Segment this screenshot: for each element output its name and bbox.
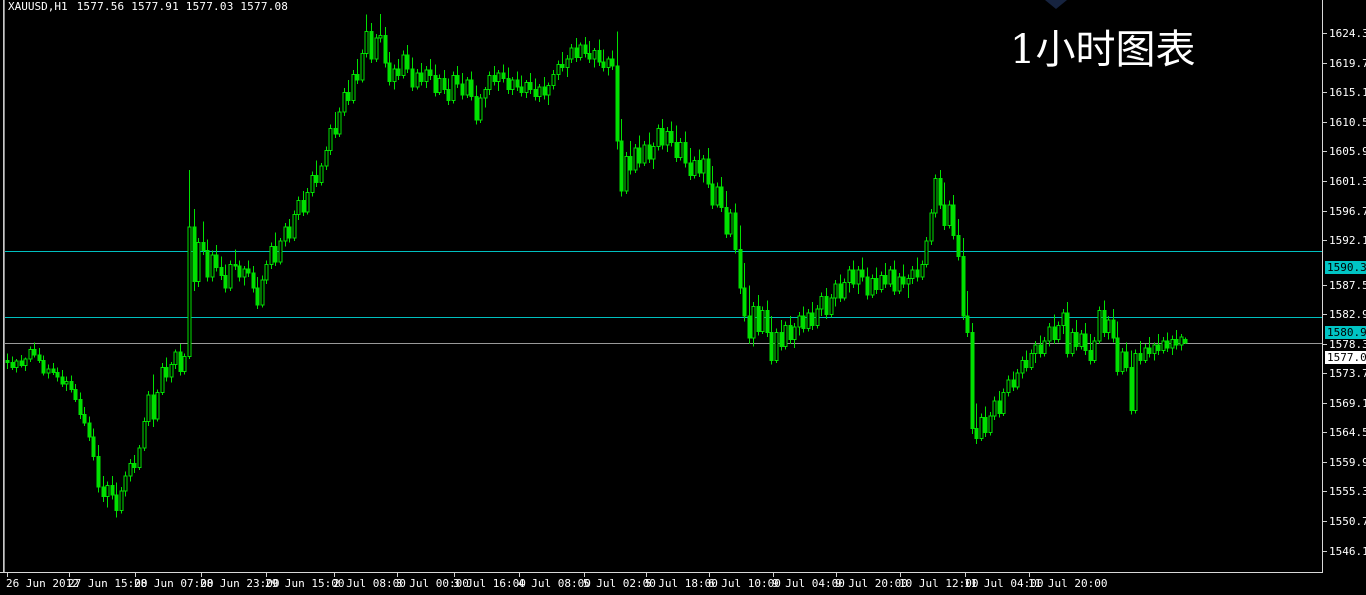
time-axis-label: 26 Jun 2012: [6, 577, 79, 590]
price-axis[interactable]: 1624.30 1619.70 1615.10 1610.50 1605.90 1601.…: [1323, 0, 1366, 573]
price-level-tag: 1580.91: [1325, 326, 1366, 339]
price-axis-label: 1592.10: [1329, 234, 1366, 247]
time-tick: [519, 573, 520, 577]
chart-plot-area[interactable]: [5, 14, 1322, 572]
price-axis-label: 1619.70: [1329, 57, 1366, 70]
time-tick: [266, 573, 267, 577]
price-tick: [1323, 151, 1327, 152]
time-tick: [965, 573, 966, 577]
time-tick: [773, 573, 774, 577]
candles-group: [5, 14, 1188, 518]
window-border-left: [3, 0, 4, 595]
price-tick: [1323, 432, 1327, 433]
price-axis-label: 1555.30: [1329, 485, 1366, 498]
time-tick: [7, 573, 8, 577]
price-axis-label: 1573.70: [1329, 367, 1366, 380]
time-tick: [900, 573, 901, 577]
price-axis-label: 1605.90: [1329, 145, 1366, 158]
price-tick: [1323, 92, 1327, 93]
price-tick: [1323, 373, 1327, 374]
time-axis-label: 28 Jun 07:00: [134, 577, 214, 590]
time-tick: [201, 573, 202, 577]
time-tick: [836, 573, 837, 577]
time-tick: [454, 573, 455, 577]
time-axis[interactable]: 26 Jun 2012 27 Jun 15:00 28 Jun 07:00 28 Ju…: [0, 573, 1366, 595]
price-axis-divider: [1322, 0, 1323, 573]
time-axis-label: 4 Jul 08:00: [518, 577, 591, 590]
price-tick: [1323, 344, 1327, 345]
price-axis-label: 1569.10: [1329, 397, 1366, 410]
chevron-down-icon: [1045, 0, 1067, 9]
time-tick: [135, 573, 136, 577]
candlestick-series: [5, 14, 1322, 518]
price-tick: [1323, 462, 1327, 463]
chart-annotation-text: 1小时图表: [1010, 27, 1196, 73]
price-axis-label: 1564.50: [1329, 426, 1366, 439]
time-axis-label: 28 Jun 23:00: [200, 577, 280, 590]
time-axis-label: 29 Jun 15:00: [265, 577, 345, 590]
time-tick: [334, 573, 335, 577]
symbol-quote-bar: XAUUSD,H1 1577.56 1577.91 1577.03 1577.0…: [8, 1, 288, 13]
price-tick: [1323, 285, 1327, 286]
price-tick: [1323, 122, 1327, 123]
price-axis-label: 1550.70: [1329, 515, 1366, 528]
time-axis-label: 5 Jul 18:00: [645, 577, 718, 590]
price-axis-label: 1587.50: [1329, 279, 1366, 292]
time-axis-label: 11 Jul 04:00: [964, 577, 1044, 590]
price-axis-label: 1596.70: [1329, 205, 1366, 218]
price-tick: [1323, 551, 1327, 552]
time-axis-label: 9 Jul 20:00: [835, 577, 908, 590]
price-axis-label: 1615.10: [1329, 86, 1366, 99]
price-axis-label: 1610.50: [1329, 116, 1366, 129]
time-axis-label: 2 Jul 08:00: [333, 577, 406, 590]
time-axis-label: 11 Jul 20:00: [1028, 577, 1108, 590]
time-axis-label: 6 Jul 10:00: [708, 577, 781, 590]
price-axis-label: 1601.30: [1329, 175, 1366, 188]
time-tick: [709, 573, 710, 577]
price-tick: [1323, 240, 1327, 241]
price-tick: [1323, 314, 1327, 315]
time-axis-label: 3 Jul 16:00: [453, 577, 526, 590]
time-tick: [584, 573, 585, 577]
time-tick: [397, 573, 398, 577]
price-axis-label: 1546.10: [1329, 545, 1366, 558]
time-tick: [69, 573, 70, 577]
time-axis-label: 3 Jul 00:00: [396, 577, 469, 590]
price-tick: [1323, 63, 1327, 64]
window-border-left-inner: [4, 0, 5, 595]
price-tick: [1323, 403, 1327, 404]
last-price-tag: 1577.08: [1325, 351, 1366, 364]
time-tick: [646, 573, 647, 577]
price-tick: [1323, 211, 1327, 212]
price-axis-label: 1559.90: [1329, 456, 1366, 469]
price-axis-label: 1578.30: [1329, 338, 1366, 351]
symbol-timeframe-label: XAUUSD,H1: [8, 0, 68, 13]
price-tick: [1323, 521, 1327, 522]
price-level-tag: 1590.39: [1325, 261, 1366, 274]
ohlc-values-label: 1577.56 1577.91 1577.03 1577.08: [76, 0, 289, 13]
time-axis-label: 10 Jul 12:00: [899, 577, 979, 590]
price-tick: [1323, 181, 1327, 182]
time-tick: [1029, 573, 1030, 577]
price-tick: [1323, 491, 1327, 492]
price-axis-label: 1624.30: [1329, 27, 1366, 40]
time-axis-label: 9 Jul 04:00: [772, 577, 845, 590]
price-tick: [1323, 33, 1327, 34]
time-axis-label: 5 Jul 02:00: [583, 577, 656, 590]
time-axis-divider: [0, 572, 1366, 573]
time-axis-label: 27 Jun 15:00: [68, 577, 148, 590]
price-axis-label: 1582.90: [1329, 308, 1366, 321]
